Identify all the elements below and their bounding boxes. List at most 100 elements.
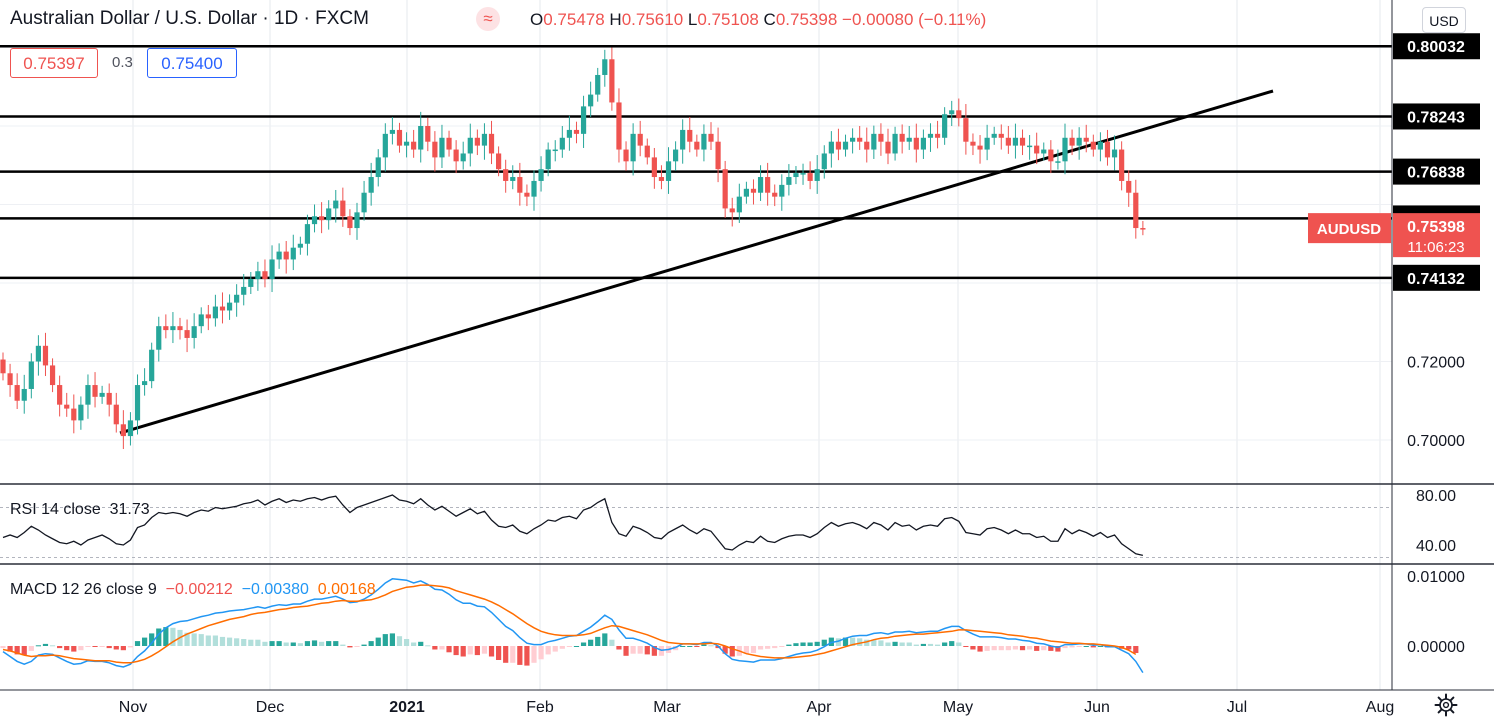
candle-body <box>184 330 190 338</box>
candle-body <box>1062 137 1068 162</box>
macd-histogram-bar <box>460 646 466 657</box>
candle-body <box>411 141 417 150</box>
macd-histogram-bar <box>14 646 20 655</box>
candle-body <box>765 177 771 193</box>
candle-body <box>319 216 325 221</box>
macd-histogram-bar <box>198 634 204 646</box>
macd-histogram-bar <box>340 644 346 646</box>
time-axis-label: 2021 <box>389 699 425 716</box>
candle-body <box>283 251 289 260</box>
candle-body <box>736 196 742 213</box>
candle-body <box>524 192 530 197</box>
macd-histogram-bar <box>262 641 268 646</box>
macd-histogram-bar <box>1041 646 1047 651</box>
trendline[interactable] <box>119 89 1274 435</box>
macd-histogram-bar <box>1083 646 1089 647</box>
macd-histogram-bar <box>552 646 558 652</box>
macd-histogram-bar <box>446 646 452 653</box>
macd-histogram-bar <box>920 643 926 646</box>
sell-button[interactable]: 0.75397 <box>10 48 98 78</box>
macd-legend-name: MACD 12 26 close 9 <box>10 581 157 598</box>
macd-histogram-bar <box>559 646 565 649</box>
candle-body <box>694 141 700 150</box>
candle-body <box>517 177 523 193</box>
ascending-trendline[interactable] <box>119 89 1274 435</box>
macd-histogram-bar <box>71 646 77 652</box>
candle-body <box>913 137 919 150</box>
rsi-legend[interactable]: RSI 14 close 31.73 <box>10 501 150 519</box>
candle-body <box>1048 149 1054 162</box>
macd-histogram-bar <box>403 639 410 646</box>
symbol-tag-label: AUDUSD <box>1317 221 1381 238</box>
candle-body <box>821 153 827 170</box>
gear-icon[interactable] <box>1433 692 1459 718</box>
macd-histogram-bar <box>276 641 282 646</box>
candle-body <box>503 169 509 181</box>
candle-body <box>779 184 785 197</box>
macd-legend[interactable]: MACD 12 26 close 9 −0.00212 −0.00380 0.0… <box>10 581 376 599</box>
candle-body <box>899 133 905 142</box>
candle-body <box>651 157 657 178</box>
macd-line-value: −0.00380 <box>241 581 309 598</box>
macd-histogram-bar <box>1019 646 1026 651</box>
buy-button[interactable]: 0.75400 <box>147 48 237 78</box>
macd-histogram-bar <box>545 646 551 655</box>
macd-histogram-bar <box>142 637 148 646</box>
candle-body <box>630 133 636 162</box>
candle-body <box>113 404 119 425</box>
candle-body <box>7 373 13 386</box>
candle-body <box>1083 137 1089 142</box>
macd-histogram-bar <box>743 646 749 654</box>
macd-histogram-bar <box>1005 646 1011 651</box>
candle-body <box>949 110 955 115</box>
macd-histogram-bar <box>963 646 969 647</box>
candle-body <box>106 392 112 405</box>
candle-body <box>439 137 445 158</box>
macd-histogram-bar <box>304 641 311 646</box>
macd-histogram-bar <box>651 646 657 656</box>
macd-histogram-bar <box>191 633 197 646</box>
candle-body <box>1104 141 1111 158</box>
candle-body <box>333 200 339 209</box>
candle-body <box>835 141 842 150</box>
macd-histogram-bar <box>368 641 374 646</box>
level-label-box <box>1393 264 1480 291</box>
macd-histogram-bar <box>78 646 84 651</box>
macd-histogram-bar <box>793 643 799 646</box>
candle-body <box>198 314 204 327</box>
candle-body <box>1076 137 1082 146</box>
candle-body <box>1019 137 1026 146</box>
candle-body <box>453 149 459 162</box>
candle-body <box>644 145 650 158</box>
macd-histogram-bar <box>602 633 608 646</box>
macd-histogram-bar <box>786 644 792 646</box>
symbol-title[interactable]: Australian Dollar / U.S. Dollar · 1D · F… <box>10 8 369 29</box>
macd-histogram-bar <box>425 645 431 647</box>
macd-histogram-bar <box>970 646 976 650</box>
candle-body <box>857 137 863 142</box>
candle-body <box>807 173 813 181</box>
candle-body <box>1005 137 1011 146</box>
candle-body <box>871 133 877 150</box>
currency-button[interactable]: USD <box>1422 7 1466 33</box>
candle-body <box>998 133 1004 138</box>
candle-body <box>21 388 27 401</box>
macd-histogram-bar <box>821 639 827 646</box>
macd-histogram-bar <box>680 646 686 647</box>
macd-histogram-bar <box>814 641 820 646</box>
candle-body <box>0 359 6 374</box>
candle-body <box>1012 137 1019 146</box>
candle-body <box>977 145 983 150</box>
compare-icon[interactable]: ≈ <box>476 7 500 31</box>
macd-histogram-bar <box>255 639 261 646</box>
last-price-tag <box>1393 213 1480 258</box>
time-axis-label: Dec <box>256 699 284 716</box>
macd-histogram-bar <box>1097 646 1103 647</box>
candle-body <box>510 177 516 181</box>
macd-histogram-bar <box>850 637 856 646</box>
candle-body <box>460 153 466 162</box>
candle-body <box>226 302 233 311</box>
candle-body <box>212 306 218 319</box>
candle-body <box>418 126 424 150</box>
